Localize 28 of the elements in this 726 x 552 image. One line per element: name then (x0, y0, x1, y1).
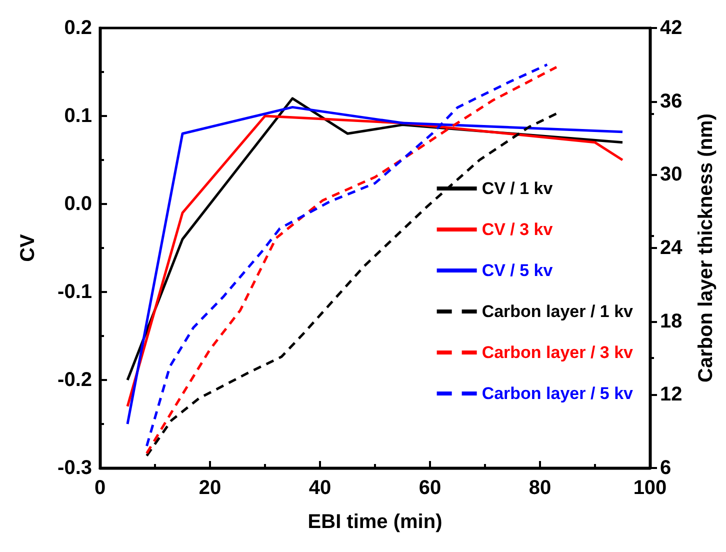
x-axis-title: EBI time (min) (308, 511, 442, 533)
x-tick-label: 100 (633, 477, 667, 499)
legend-label: CV / 3 kv (482, 220, 554, 239)
y2-tick-label: 30 (660, 164, 682, 186)
legend-label: Carbon layer / 3 kv (482, 343, 634, 362)
y2-tick-label: 12 (660, 384, 682, 406)
y-axis-title: CV (17, 233, 39, 262)
legend-label: Carbon layer / 5 kv (482, 384, 634, 403)
x-tick-label: 80 (528, 477, 552, 499)
x-tick-label: 60 (418, 477, 442, 499)
legend-label: CV / 1 kv (482, 179, 554, 198)
y2-tick-label: 36 (660, 90, 682, 112)
x-tick-label: 0 (94, 477, 106, 499)
y2-tick-label: 42 (660, 17, 682, 39)
y-tick-label: -0.2 (58, 369, 92, 391)
y2-tick-label: 18 (660, 310, 682, 332)
y-tick-label: -0.1 (58, 281, 92, 303)
legend-label: CV / 5 kv (482, 261, 554, 280)
x-tick-label: 40 (308, 477, 332, 499)
y-tick-label: 0.2 (64, 17, 92, 39)
x-tick-label: 20 (198, 477, 222, 499)
y-tick-label: 0.1 (64, 105, 92, 127)
y2-tick-label: 6 (660, 457, 672, 479)
y2-tick-label: 24 (660, 237, 684, 259)
y2-axis-title: Carbon layer thickness (nm) (695, 114, 717, 382)
y-tick-label: 0.0 (64, 193, 92, 215)
y-tick-label: -0.3 (58, 457, 92, 479)
legend-label: Carbon layer / 1 kv (482, 302, 634, 321)
